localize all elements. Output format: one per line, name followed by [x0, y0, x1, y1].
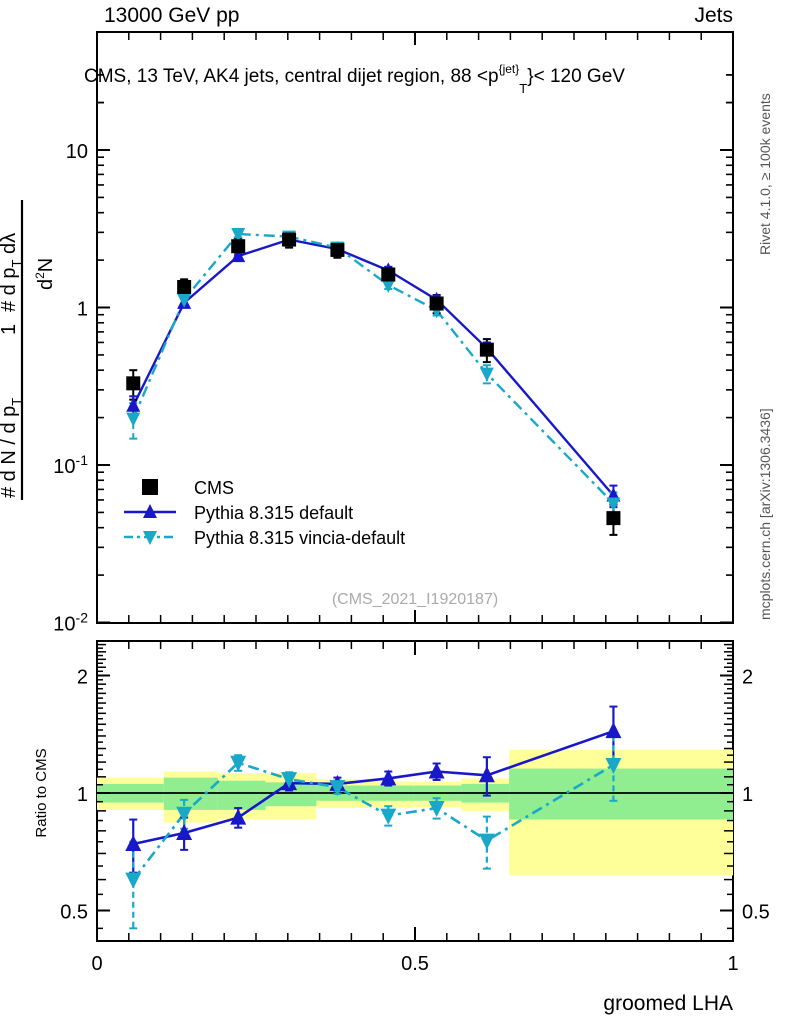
ratio-data-point	[605, 757, 622, 774]
ratio-axis-label: Ratio to CMS	[33, 748, 50, 837]
ratio-axis-ticks	[96, 640, 734, 941]
ratio-data-series	[125, 705, 622, 930]
data-point	[282, 232, 297, 247]
ratio-error-bar	[482, 815, 491, 870]
data-point	[231, 239, 246, 254]
ratio-data-point	[230, 808, 247, 825]
yaxis-numerator-2: d2N	[33, 258, 57, 290]
legend-marker-triangle-down	[143, 531, 157, 545]
legend-item: Pythia 8.315 default	[124, 503, 353, 523]
ratio-y-tick-label: 1	[77, 784, 88, 806]
main-axis-ticks	[96, 32, 734, 624]
ratio-plot-panel: 2 2 1 1 0.5 0.5 Ratio to CMS	[33, 640, 770, 942]
data-point	[231, 227, 246, 242]
data-point	[606, 497, 621, 512]
ratio-y-tick-label: 0.5	[60, 902, 88, 924]
uncertainty-band-inner	[509, 768, 733, 820]
legend-item: Pythia 8.315 vincia-default	[124, 528, 405, 548]
main-plot-panel: 10 1 10-1 10-2 CMS Pythia 8.315 default Pythi…	[53, 31, 734, 636]
ratio-y-tick-labels: 2 2 1 1 0.5 0.5	[60, 667, 770, 924]
ratio-data-point	[230, 755, 247, 772]
data-point	[126, 397, 141, 412]
ratio-data-point	[125, 835, 142, 852]
dataset-watermark: (CMS_2021_I1920187)	[332, 591, 498, 608]
legend: CMS Pythia 8.315 default Pythia 8.315 vinc…	[124, 478, 405, 548]
ratio-data-point	[428, 801, 445, 818]
data-point	[177, 293, 192, 308]
ratio-data-point	[176, 806, 193, 823]
legend-item: CMS	[142, 478, 234, 498]
data-point	[479, 342, 494, 357]
legend-label: Pythia 8.315 vincia-default	[194, 528, 405, 548]
data-point	[126, 412, 141, 427]
data-point	[381, 267, 396, 282]
legend-label: Pythia 8.315 default	[194, 503, 353, 523]
ratio-data-point	[281, 772, 298, 789]
main-y-tick-label: 10-1	[53, 452, 88, 478]
main-y-tick-labels: 10 1 10-1 10-2	[53, 141, 88, 636]
data-point	[606, 511, 621, 526]
ratio-data-point	[478, 833, 495, 850]
data-point	[479, 367, 494, 382]
x-tick-labels: 0 0.5 1	[91, 953, 738, 975]
ratio-data-point	[176, 823, 193, 840]
x-tick-label: 0.5	[401, 953, 429, 975]
ratio-data-point	[329, 780, 346, 797]
ratio-y-tick-label-right: 0.5	[742, 902, 770, 924]
x-tick-label: 1	[727, 953, 738, 975]
data-point	[126, 376, 141, 391]
yaxis-denominator: # d N / d pT	[0, 398, 24, 498]
main-y-tick-label: 10	[66, 141, 88, 163]
data-point	[330, 242, 345, 257]
ratio-data-point	[380, 808, 397, 825]
x-tick-label: 0	[91, 953, 102, 975]
main-y-tick-label: 1	[77, 299, 88, 321]
ratio-data-point	[478, 766, 495, 783]
x-axis-title: groomed LHA	[603, 992, 733, 1015]
ratio-data-point	[125, 872, 142, 889]
header-left: 13000 GeV pp	[104, 4, 239, 27]
ratio-y-tick-label-right: 1	[742, 784, 753, 806]
main-y-tick-label: 10-2	[53, 610, 88, 636]
legend-marker-square	[142, 479, 158, 495]
data-point	[381, 278, 396, 293]
ratio-data-point	[428, 762, 445, 779]
legend-marker-triangle-up	[143, 504, 157, 518]
data-point	[429, 296, 444, 311]
uncertainty-band-inner	[265, 782, 317, 807]
data-point	[177, 279, 192, 294]
side-text-top: Rivet 4.1.0, ≥ 100k events	[757, 93, 773, 255]
ratio-y-tick-label-right: 2	[742, 667, 753, 689]
header-right: Jets	[694, 4, 733, 27]
plot-title: CMS, 13 TeV, AK4 jets, central dijet reg…	[84, 62, 625, 96]
data-point	[231, 248, 246, 263]
main-data-series	[126, 227, 621, 536]
uncertainty-band-inner	[217, 780, 266, 810]
ratio-y-tick-label: 2	[77, 667, 88, 689]
yaxis-denominator-2: # d pT dλ	[0, 233, 24, 312]
ratio-data-point	[380, 769, 397, 786]
ratio-data-point	[605, 722, 622, 739]
yaxis-label-group: # d N / d pT 1 # d pT dλ d2N	[0, 200, 57, 500]
side-text-bottom: mcplots.cern.ch [arXiv:1306.3436]	[757, 408, 773, 620]
legend-label: CMS	[194, 478, 234, 498]
yaxis-numerator-left: 1	[0, 324, 20, 335]
